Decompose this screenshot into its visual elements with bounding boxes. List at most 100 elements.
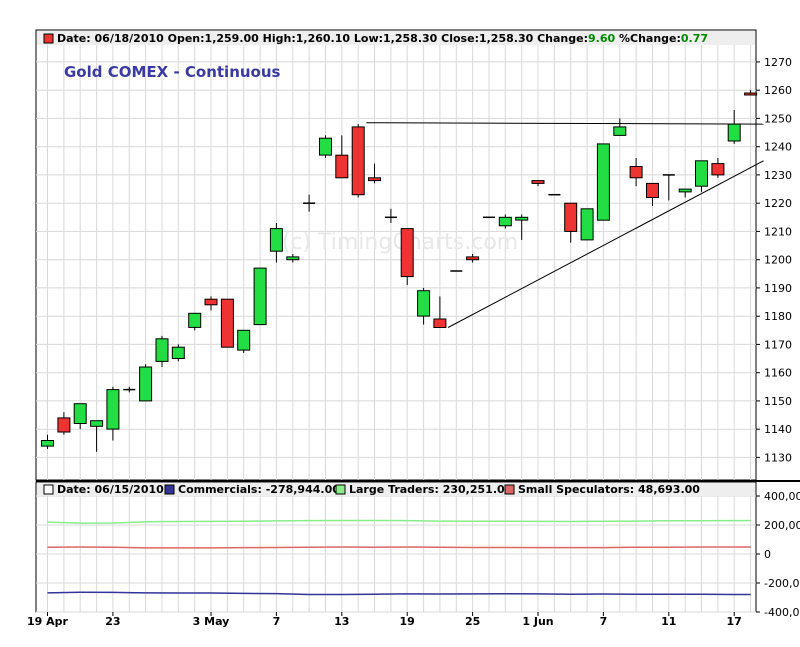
y-tick-label: 1200 <box>764 254 792 267</box>
cot-y-tick-label: 0 <box>764 548 771 561</box>
y-tick-label: 1160 <box>764 367 792 380</box>
cot-series-line <box>47 546 751 549</box>
candle <box>466 254 480 263</box>
candle-body <box>417 290 431 317</box>
candle-body <box>596 143 610 221</box>
cot-series-line <box>47 519 751 524</box>
candle-body <box>188 312 202 328</box>
candle <box>351 124 365 198</box>
candle <box>400 228 414 286</box>
candle-body <box>90 420 104 427</box>
candle-body <box>368 177 381 182</box>
candle-body <box>351 126 365 196</box>
candle-body <box>319 137 332 156</box>
candle <box>711 158 725 178</box>
candle <box>646 182 659 206</box>
cot-series-line <box>47 591 751 596</box>
cot-y-tick-label: 200,000 <box>764 519 800 532</box>
candle-body <box>220 298 234 348</box>
y-tick-label: 1230 <box>764 169 792 182</box>
candle-body <box>466 256 480 261</box>
candle <box>417 287 431 325</box>
candle <box>515 214 529 240</box>
y-tick-label: 1240 <box>764 141 792 154</box>
x-tick-label: 25 <box>465 615 480 628</box>
candle <box>580 208 594 241</box>
candle <box>253 267 267 326</box>
x-tick-label: 7 <box>273 615 281 628</box>
price-y-axis: 1130 1140 1150 1160 1170 1180 1190 1200 1210 1220… <box>756 56 792 464</box>
candle <box>498 214 512 229</box>
candle <box>123 386 136 393</box>
price-header-swatch <box>43 33 54 44</box>
large-traders-legend: Large Traders: 230,251.00 <box>349 483 513 496</box>
y-tick-label: 1270 <box>764 56 792 69</box>
candles <box>41 89 758 452</box>
small-speculators-legend-swatch <box>504 484 515 495</box>
candle-body <box>433 318 447 328</box>
candle-body <box>286 256 300 261</box>
x-axis: 19 Apr 23 3 May 7 13 19 25 1 Jun 7 11 17 <box>27 612 742 628</box>
cot-lines <box>47 519 751 596</box>
candle <box>286 254 300 263</box>
chart-title: Gold COMEX - Continuous <box>64 63 281 81</box>
candle-body <box>629 166 643 179</box>
candle-body <box>253 267 267 326</box>
trendline <box>366 122 764 125</box>
cot-header-swatch <box>43 484 54 495</box>
candle <box>220 298 234 348</box>
commercials-legend: Commercials: -278,944.00 <box>178 483 340 496</box>
trendlines <box>366 122 764 328</box>
candle-body <box>269 228 283 252</box>
candle-body <box>613 126 627 136</box>
y-tick-label: 1180 <box>764 310 792 323</box>
candle <box>41 434 54 449</box>
candle <box>106 386 120 441</box>
x-tick-label: 19 Apr <box>27 615 69 628</box>
cot-date: Date: 06/15/2010 <box>57 483 164 496</box>
candle <box>269 223 283 263</box>
candle-body <box>41 440 54 447</box>
y-tick-label: 1260 <box>764 84 792 97</box>
cot-y-tick-label: 400,000 <box>764 490 800 503</box>
candle <box>155 335 169 367</box>
y-tick-label: 1190 <box>764 282 792 295</box>
price-header-bg <box>37 31 755 45</box>
candle-body <box>139 366 153 402</box>
candle-body <box>106 389 120 430</box>
candle-body <box>531 180 545 184</box>
candle <box>90 420 104 452</box>
cot-y-tick-label: -200,000 <box>764 577 800 590</box>
candle-body <box>711 163 725 176</box>
x-tick-label: 23 <box>105 615 120 628</box>
x-tick-label: 11 <box>661 615 676 628</box>
candle <box>335 135 349 179</box>
candle <box>319 135 332 158</box>
x-tick-label: 7 <box>600 615 608 628</box>
trendline <box>447 160 764 328</box>
candle-body <box>171 346 185 360</box>
candle <box>139 364 153 402</box>
candle <box>384 208 397 223</box>
y-tick-label: 1140 <box>764 423 792 436</box>
candle <box>237 329 251 353</box>
x-tick-label: 13 <box>334 615 349 628</box>
candle <box>73 403 87 430</box>
candle-body <box>580 208 594 241</box>
y-tick-label: 1250 <box>764 112 792 125</box>
candle-body <box>727 123 741 142</box>
candle-body <box>695 160 708 187</box>
cot-y-tick-label: -400,000 <box>764 606 800 619</box>
x-tick-label: 17 <box>727 615 742 628</box>
x-tick-label: 1 Jun <box>522 615 553 628</box>
candle <box>564 202 578 243</box>
y-tick-label: 1210 <box>764 225 792 238</box>
candle-body <box>678 188 692 193</box>
candle-body <box>204 298 218 306</box>
candle-body <box>57 417 71 433</box>
price-header: Date: 06/18/2010 Open:1,259.00 High:1,26… <box>57 32 708 45</box>
candle <box>596 143 610 221</box>
candle <box>433 296 447 328</box>
candle-body <box>646 182 659 198</box>
